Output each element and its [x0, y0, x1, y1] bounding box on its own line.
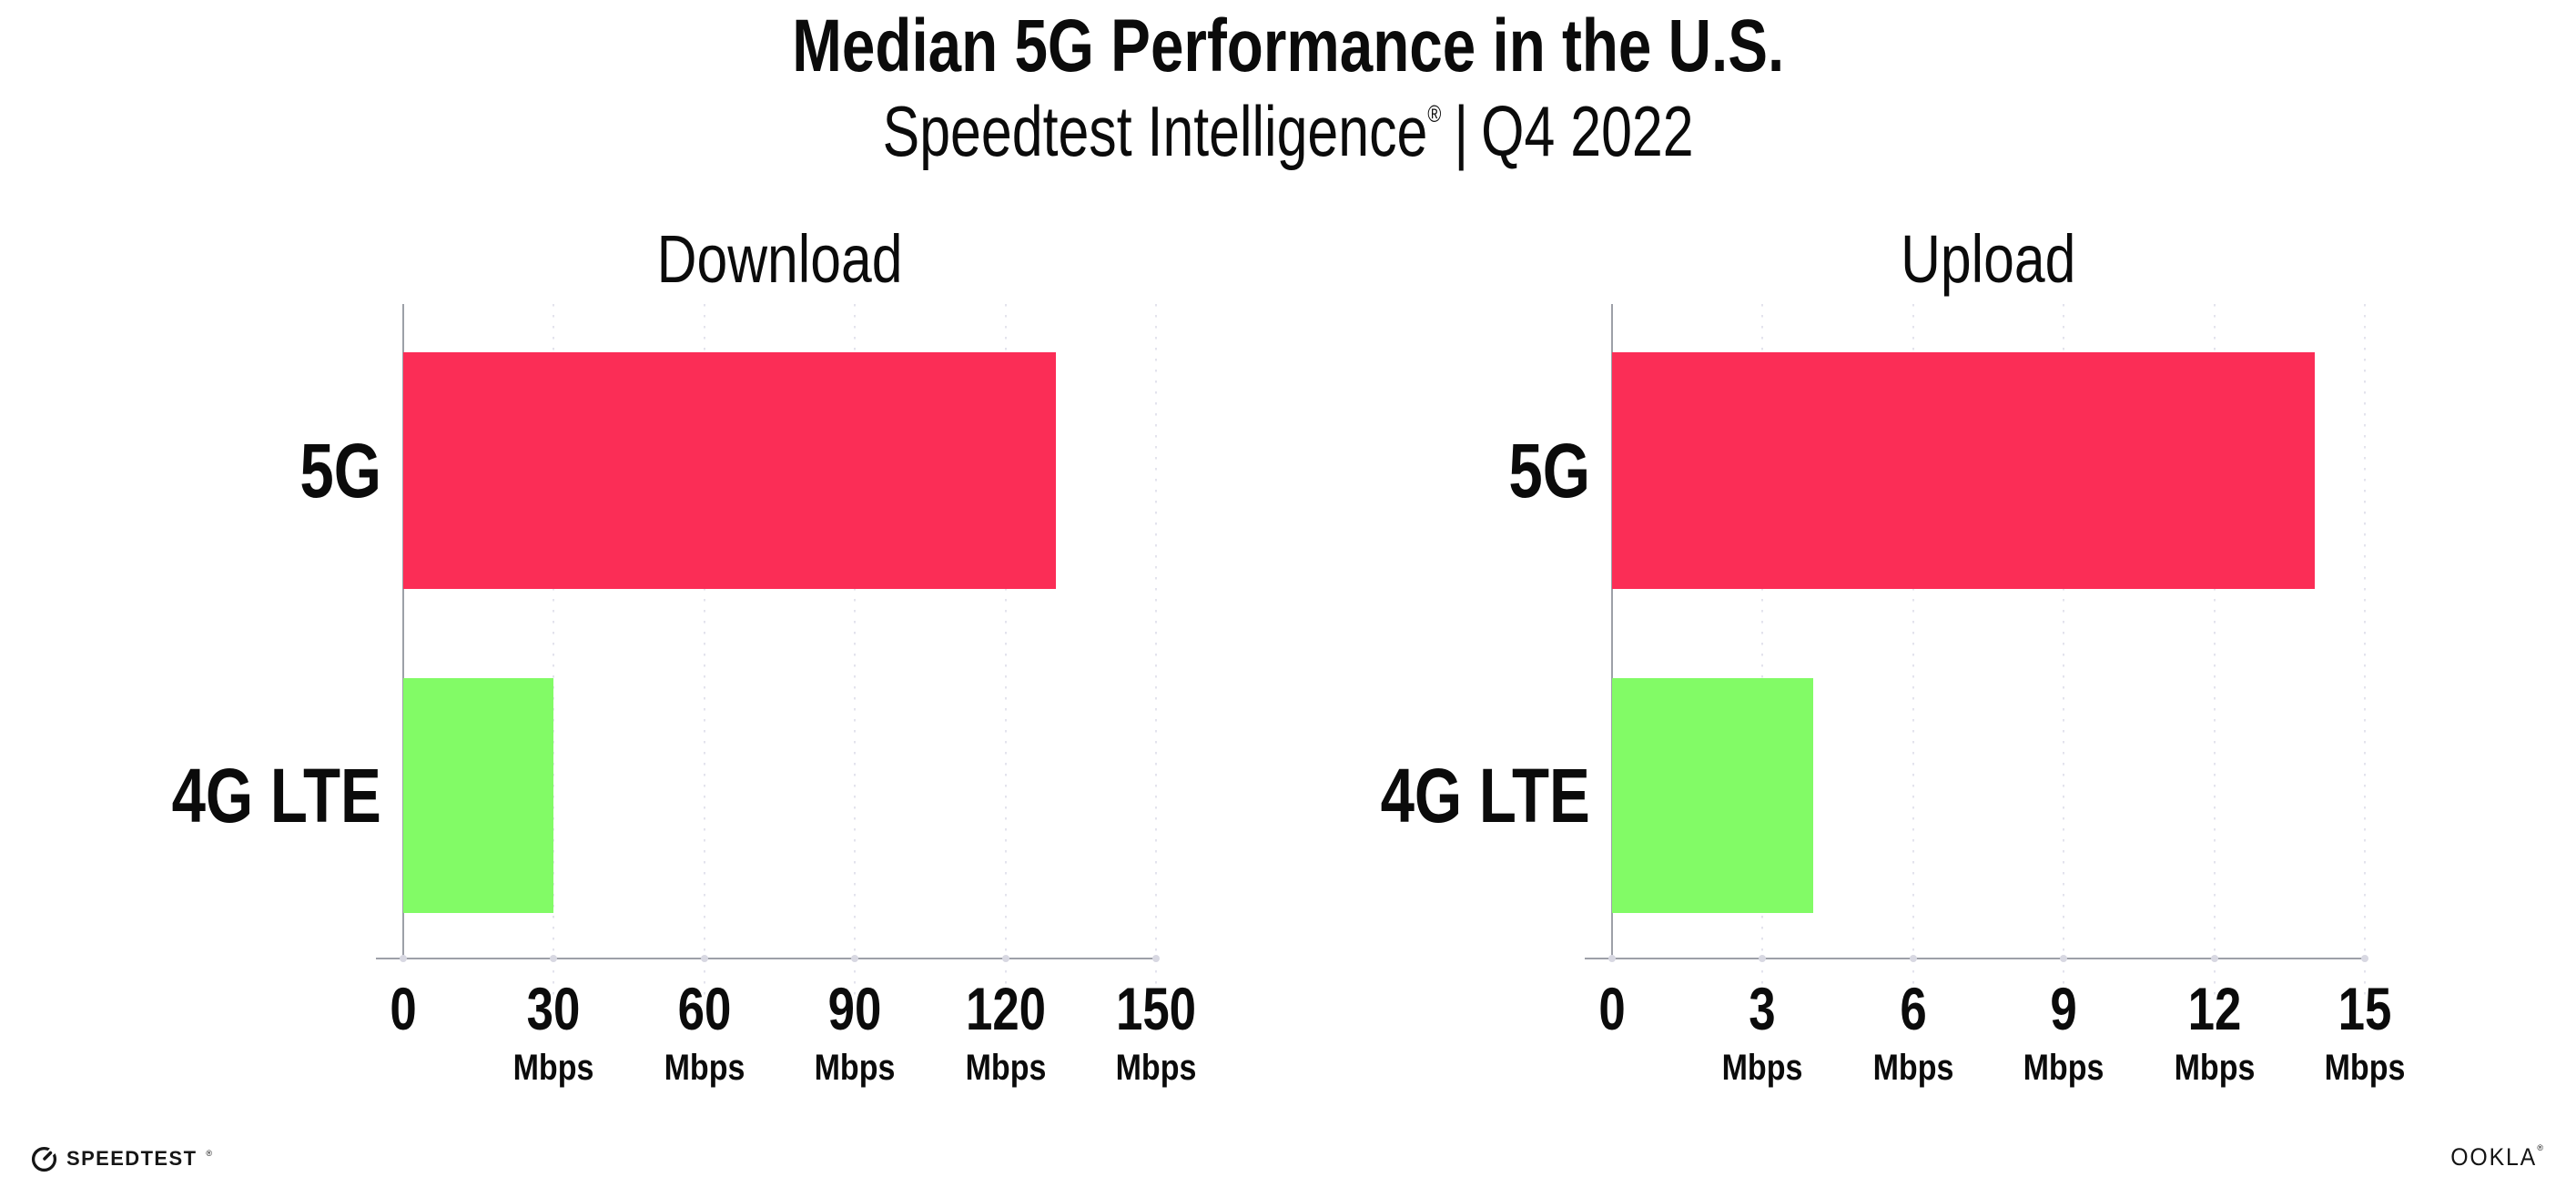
- gridline: [1912, 304, 1914, 1001]
- x-tick-value: 15: [2338, 975, 2392, 1042]
- gridline: [703, 304, 705, 1001]
- x-tick-value: 150: [1115, 975, 1197, 1042]
- category-label-4g-lte: 4G LTE: [171, 753, 381, 838]
- category-label-5g: 5G: [1508, 428, 1590, 513]
- gridline: [2063, 304, 2065, 1001]
- x-tick-value: 3: [1749, 975, 1777, 1042]
- axis-tick-dot: [1759, 955, 1767, 962]
- x-tick-label: 0: [387, 979, 421, 1039]
- download-chart-title: Download: [656, 221, 903, 297]
- x-tick-unit: Mbps: [814, 1048, 896, 1088]
- subtitle-period: Q4 2022: [1481, 91, 1694, 171]
- subtitle-product: Speedtest Intelligence: [882, 91, 1428, 171]
- x-axis-line: [376, 958, 1156, 959]
- x-tick-value: 9: [2050, 975, 2077, 1042]
- x-tick-label: 60 Mbps: [657, 979, 752, 1086]
- bar-5g: [1612, 352, 2315, 589]
- x-tick-label: 30 Mbps: [506, 979, 601, 1086]
- x-tick-label: 12 Mbps: [2166, 979, 2261, 1086]
- upload-chart: Upload 5G 4G LTE 0 3 Mbps 6 Mbps 9 Mbps 12 Mbps 1…: [1381, 226, 2406, 1087]
- axis-tick-dot: [1909, 955, 1917, 962]
- gridline: [2213, 304, 2216, 1001]
- speedtest-wordmark: SPEEDTEST: [66, 1147, 198, 1170]
- axis-tick-dot: [700, 955, 708, 962]
- speedtest-logo: SPEEDTEST ®: [30, 1143, 213, 1174]
- speedtest-gauge-icon: [31, 1144, 58, 1172]
- axis-tick-dot: [2361, 955, 2368, 962]
- registered-trademark-icon: ®: [1427, 100, 1442, 127]
- x-tick-value: 120: [965, 975, 1046, 1042]
- x-tick-unit: Mbps: [1872, 1048, 1954, 1088]
- axis-tick-dot: [1001, 955, 1009, 962]
- x-tick-label: 15 Mbps: [2317, 979, 2412, 1086]
- x-tick-label: 9 Mbps: [2016, 979, 2111, 1086]
- gridline: [1761, 304, 1764, 1001]
- axis-tick-dot: [550, 955, 558, 962]
- x-tick-unit: Mbps: [1722, 1048, 1803, 1088]
- page-subtitle-text: Speedtest Intelligence® | Q4 2022: [883, 94, 1694, 169]
- category-label-5g: 5G: [299, 428, 381, 513]
- x-axis-line: [1585, 958, 2365, 959]
- bar-4g-lte: [1612, 678, 1813, 913]
- x-tick-value: 30: [527, 975, 581, 1042]
- x-tick-unit: Mbps: [965, 1048, 1046, 1088]
- y-axis-line: [1611, 304, 1613, 959]
- gridline: [2364, 304, 2366, 1001]
- subtitle-separator: |: [1454, 91, 1469, 171]
- upload-chart-title: Upload: [1901, 221, 2076, 297]
- y-axis-line: [402, 304, 404, 959]
- gridline: [1004, 304, 1007, 1001]
- axis-tick-dot: [2210, 955, 2218, 962]
- page-title-text: Median 5G Performance in the U.S.: [792, 5, 1784, 87]
- axis-tick-dot: [2060, 955, 2068, 962]
- download-chart: Download 5G 4G LTE 0 30 Mbps 60 Mbps 90 Mbps 12…: [172, 226, 1197, 1087]
- ookla-wordmark: OOKLA: [2450, 1143, 2538, 1171]
- category-label-4g-lte: 4G LTE: [1380, 753, 1590, 838]
- gridline: [854, 304, 857, 1001]
- axis-tick-dot: [1608, 955, 1616, 962]
- x-tick-unit: Mbps: [664, 1048, 745, 1088]
- bar-5g: [403, 352, 1056, 589]
- x-tick-unit: Mbps: [513, 1048, 594, 1088]
- x-tick-label: 6 Mbps: [1866, 979, 1961, 1086]
- axis-tick-dot: [851, 955, 859, 962]
- x-tick-label: 90 Mbps: [807, 979, 902, 1086]
- x-tick-label: 3 Mbps: [1715, 979, 1810, 1086]
- x-tick-unit: Mbps: [1115, 1048, 1197, 1088]
- x-tick-value: 0: [1598, 975, 1626, 1042]
- page-subtitle: Speedtest Intelligence® | Q4 2022: [0, 94, 2576, 169]
- gridline: [1155, 304, 1157, 1001]
- bar-4g-lte: [403, 678, 554, 913]
- x-tick-value: 6: [1900, 975, 1927, 1042]
- x-tick-unit: Mbps: [2174, 1048, 2255, 1088]
- x-tick-label: 120 Mbps: [956, 979, 1056, 1086]
- x-tick-unit: Mbps: [2023, 1048, 2104, 1088]
- ookla-registered-icon: ®: [2537, 1143, 2543, 1152]
- gridline: [553, 304, 555, 1001]
- x-tick-value: 90: [827, 975, 882, 1042]
- x-tick-value: 60: [677, 975, 732, 1042]
- x-tick-unit: Mbps: [2324, 1048, 2406, 1088]
- speedtest-registered-icon: ®: [206, 1149, 213, 1158]
- x-tick-value: 12: [2187, 975, 2241, 1042]
- page-title: Median 5G Performance in the U.S.: [0, 5, 2576, 87]
- x-tick-label: 150 Mbps: [1106, 979, 1206, 1086]
- ookla-logo: OOKLA ®: [2443, 1143, 2543, 1171]
- axis-tick-dot: [1152, 955, 1160, 962]
- x-tick-value: 0: [390, 975, 417, 1042]
- axis-tick-dot: [400, 955, 407, 962]
- x-tick-label: 0: [1596, 979, 1629, 1039]
